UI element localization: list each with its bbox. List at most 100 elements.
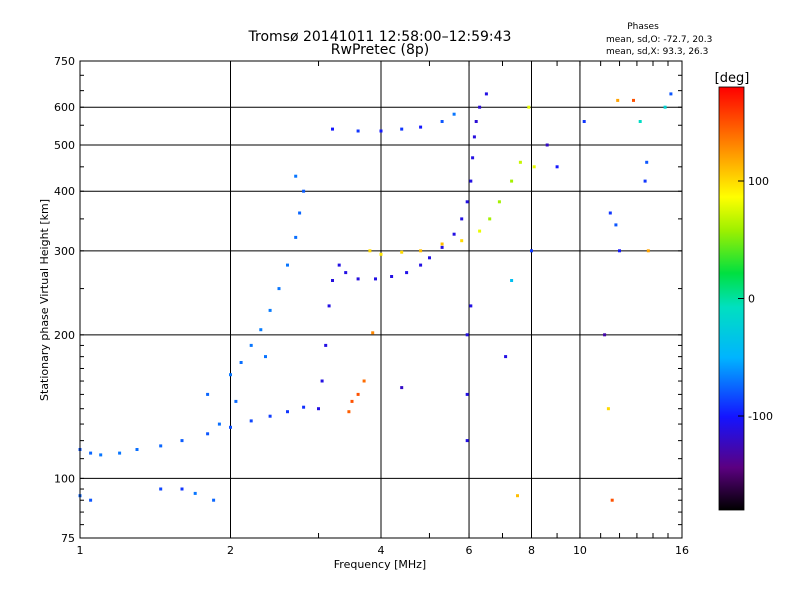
- echo-point: [99, 453, 103, 457]
- echo-point: [390, 275, 394, 278]
- data-points: [78, 92, 673, 502]
- echo-point: [206, 432, 210, 436]
- legend-line-x: mean, sd,X: 93.3, 26.3: [606, 47, 708, 57]
- legend-line-o: mean, sd,O: -72.7, 20.3: [606, 35, 712, 45]
- echo-point: [135, 448, 139, 451]
- echo-point: [663, 105, 667, 109]
- grid: [80, 61, 682, 538]
- echo-point: [89, 498, 93, 502]
- echo-point: [302, 189, 306, 193]
- echo-point: [440, 245, 444, 249]
- echo-point: [478, 105, 482, 109]
- echo-point: [368, 249, 372, 253]
- echo-point: [530, 249, 533, 253]
- echo-point: [259, 328, 263, 332]
- echo-point: [331, 127, 334, 131]
- echo-point: [356, 277, 360, 281]
- y-axis-label: Stationary phase Virtual Height [km]: [38, 199, 51, 401]
- echo-point: [327, 304, 331, 308]
- colorbar-label: [deg]: [715, 71, 750, 86]
- x-tick-label: 10: [573, 544, 587, 557]
- echo-point: [356, 392, 360, 396]
- echo-point: [616, 98, 620, 102]
- echo-point: [159, 487, 163, 491]
- echo-point: [510, 279, 514, 282]
- x-tick-label: 16: [675, 544, 689, 557]
- echo-point: [545, 143, 549, 147]
- echo-point: [379, 252, 383, 256]
- y-tick-label: 300: [54, 245, 75, 258]
- echo-point: [400, 386, 404, 390]
- echo-point: [337, 263, 341, 267]
- chart-subtitle: RwPretec (8p): [331, 42, 429, 58]
- x-tick-label: 2: [227, 544, 234, 557]
- echo-point: [452, 112, 456, 116]
- echo-point: [400, 250, 404, 254]
- echo-point: [320, 379, 324, 383]
- echo-point: [645, 160, 649, 164]
- echo-point: [465, 333, 469, 337]
- y-tick-label: 750: [54, 55, 75, 68]
- chart-title: Tromsø 20141011 12:58:00–12:59:43: [248, 29, 512, 45]
- echo-point: [180, 487, 184, 491]
- echo-point: [206, 392, 210, 396]
- echo-point: [428, 256, 431, 260]
- echo-point: [440, 120, 444, 123]
- echo-point: [618, 249, 621, 253]
- colorbar-tick-label: 100: [748, 175, 769, 188]
- echo-point: [239, 361, 243, 364]
- echo-point: [471, 156, 475, 160]
- y-tick-label: 400: [54, 185, 75, 198]
- y-tick-label: 100: [54, 472, 75, 485]
- echo-point: [193, 491, 197, 495]
- echo-point: [582, 120, 586, 123]
- echo-point: [286, 263, 289, 267]
- echo-point: [465, 439, 469, 443]
- echo-point: [212, 498, 216, 502]
- echo-point: [217, 422, 221, 426]
- echo-point: [405, 271, 409, 275]
- echo-point: [510, 179, 514, 183]
- echo-point: [268, 308, 272, 312]
- echo-point: [504, 355, 508, 359]
- echo-point: [469, 304, 473, 308]
- echo-point: [608, 211, 612, 215]
- x-tick-label: 6: [466, 544, 473, 557]
- x-tick-label: 1: [77, 544, 84, 557]
- axis-ticks: 1 2 4 6 8 10 16 75 100 200 300 400 500 600 750: [54, 55, 689, 557]
- echo-point: [324, 343, 328, 347]
- x-tick-label: 8: [528, 544, 535, 557]
- echo-point: [465, 200, 469, 204]
- colorbar-tick-label: -100: [748, 410, 773, 423]
- echo-point: [610, 498, 614, 502]
- echo-point: [268, 414, 272, 418]
- echo-point: [249, 419, 253, 423]
- echo-point: [488, 217, 492, 221]
- echo-point: [632, 98, 635, 102]
- echo-point: [606, 407, 610, 411]
- echo-point: [472, 135, 476, 139]
- echo-point: [371, 331, 375, 335]
- echo-point: [419, 249, 423, 253]
- echo-point: [484, 92, 488, 96]
- echo-point: [180, 439, 184, 443]
- echo-point: [159, 444, 163, 448]
- echo-point: [286, 410, 289, 414]
- echo-point: [234, 399, 238, 403]
- legend: Phases mean, sd,O: -72.7, 20.3 mean, sd,…: [606, 22, 712, 57]
- echo-point: [294, 235, 298, 239]
- echo-point: [469, 179, 473, 183]
- echo-point: [474, 120, 478, 123]
- x-axis-label: Frequency [MHz]: [334, 558, 426, 571]
- echo-point: [294, 174, 298, 178]
- echo-point: [362, 379, 366, 383]
- echo-point: [229, 425, 232, 429]
- echo-point: [478, 229, 482, 233]
- echo-point: [317, 407, 320, 411]
- legend-title: Phases: [627, 22, 659, 32]
- echo-point: [344, 271, 348, 275]
- y-tick-label: 200: [54, 329, 75, 342]
- echo-point: [460, 239, 464, 243]
- echo-point: [302, 405, 306, 409]
- echo-point: [497, 200, 501, 204]
